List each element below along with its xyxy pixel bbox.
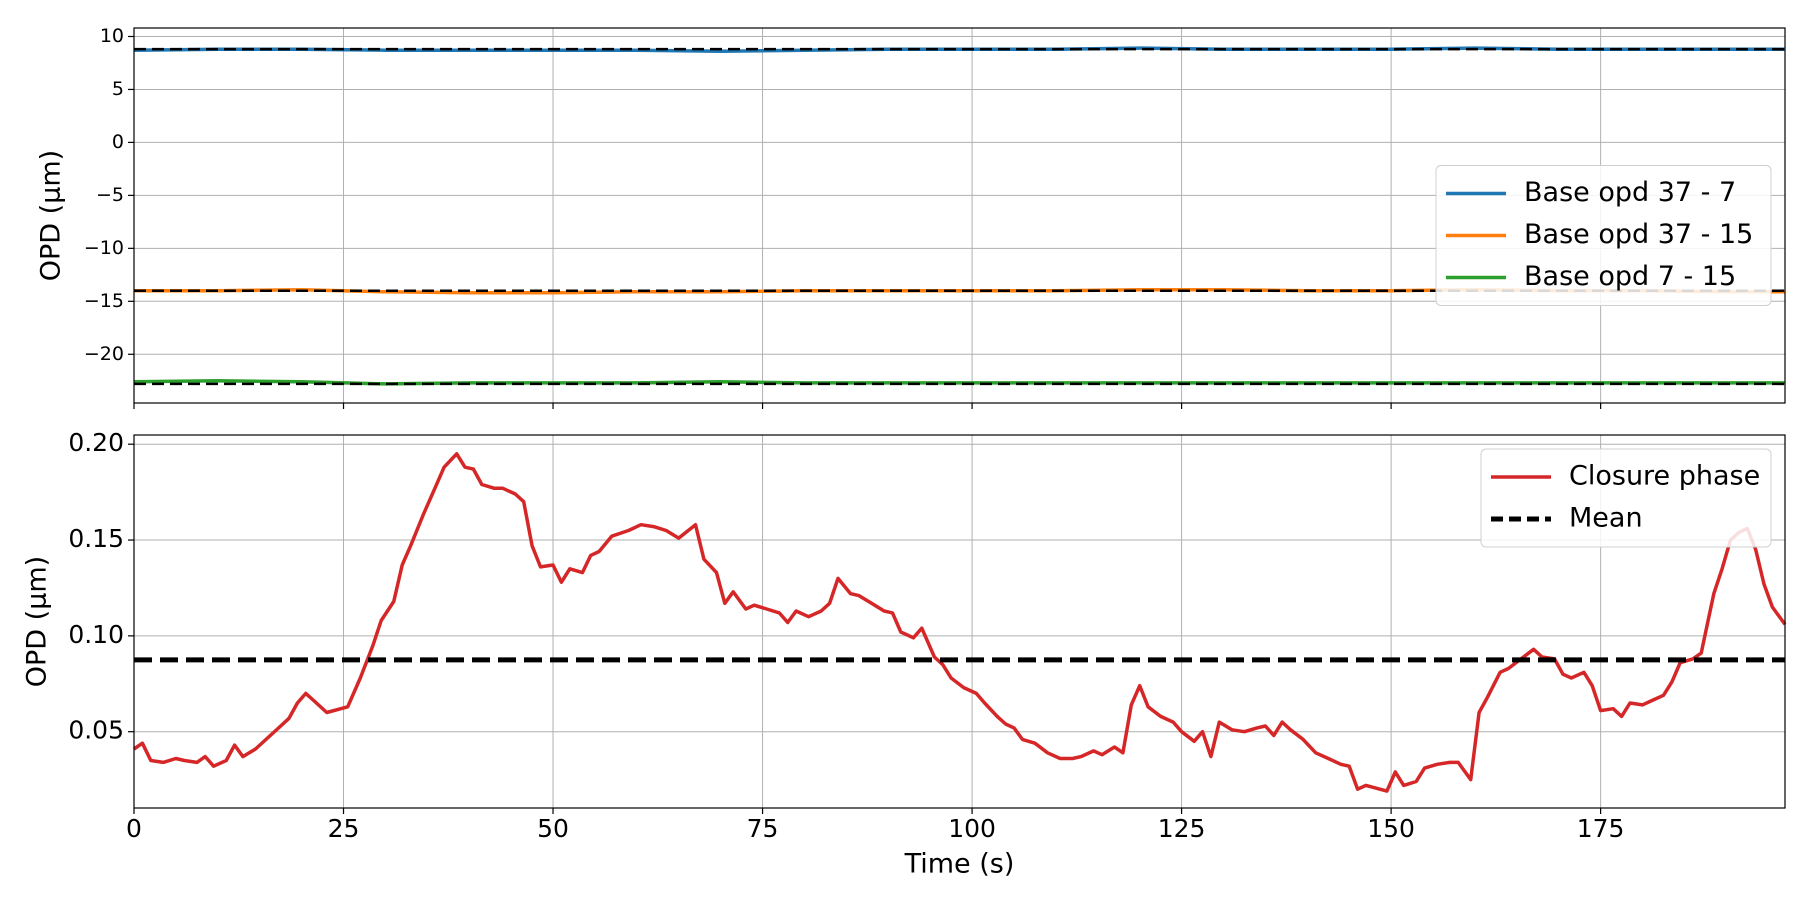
y-tick-label: −5 <box>96 184 124 206</box>
legend: Base opd 37 - 7 Base opd 37 - 15 Base opd … <box>1435 165 1772 306</box>
x-tick-label: 125 <box>1158 814 1206 843</box>
legend-label: Closure phase <box>1569 461 1760 492</box>
data-line <box>133 452 1787 793</box>
y-tick-label: −15 <box>84 290 124 312</box>
y-tick-label: 5 <box>112 78 124 100</box>
legend-label: Base opd 7 - 15 <box>1524 261 1736 292</box>
y-tick-label: 0.10 <box>68 620 124 649</box>
legend-box <box>1480 448 1772 548</box>
y-tick-label: 0.20 <box>68 428 124 457</box>
x-tick-label: 75 <box>747 814 779 843</box>
x-axis-label: Time (s) <box>904 849 1015 880</box>
y-tick-label: 0.15 <box>68 524 124 553</box>
x-tick-label: 175 <box>1577 814 1625 843</box>
axes-frame <box>133 434 1786 809</box>
y-tick-label: −20 <box>84 343 124 365</box>
y-tick-label: 10 <box>100 25 124 47</box>
y-axis-label: OPD (μm) <box>22 556 53 687</box>
y-tick-label: 0 <box>112 131 124 153</box>
x-tick-label: 100 <box>948 814 996 843</box>
y-axis-label: OPD (μm) <box>36 150 67 281</box>
legend-label: Base opd 37 - 15 <box>1524 219 1753 250</box>
data-line <box>133 379 1785 386</box>
data-line <box>133 46 1785 54</box>
x-tick-label: 50 <box>537 814 569 843</box>
legend-label: Base opd 37 - 7 <box>1524 177 1736 208</box>
legend: Closure phase Mean <box>1480 448 1772 548</box>
x-tick-label: 0 <box>126 814 142 843</box>
x-tick-label: 150 <box>1367 814 1415 843</box>
y-tick-label: −10 <box>84 237 124 259</box>
y-tick-label: 0.05 <box>68 716 124 745</box>
legend-label: Mean <box>1569 503 1643 534</box>
x-tick-label: 25 <box>328 814 360 843</box>
axes-frame <box>133 27 1786 404</box>
legend-box <box>1435 165 1772 306</box>
